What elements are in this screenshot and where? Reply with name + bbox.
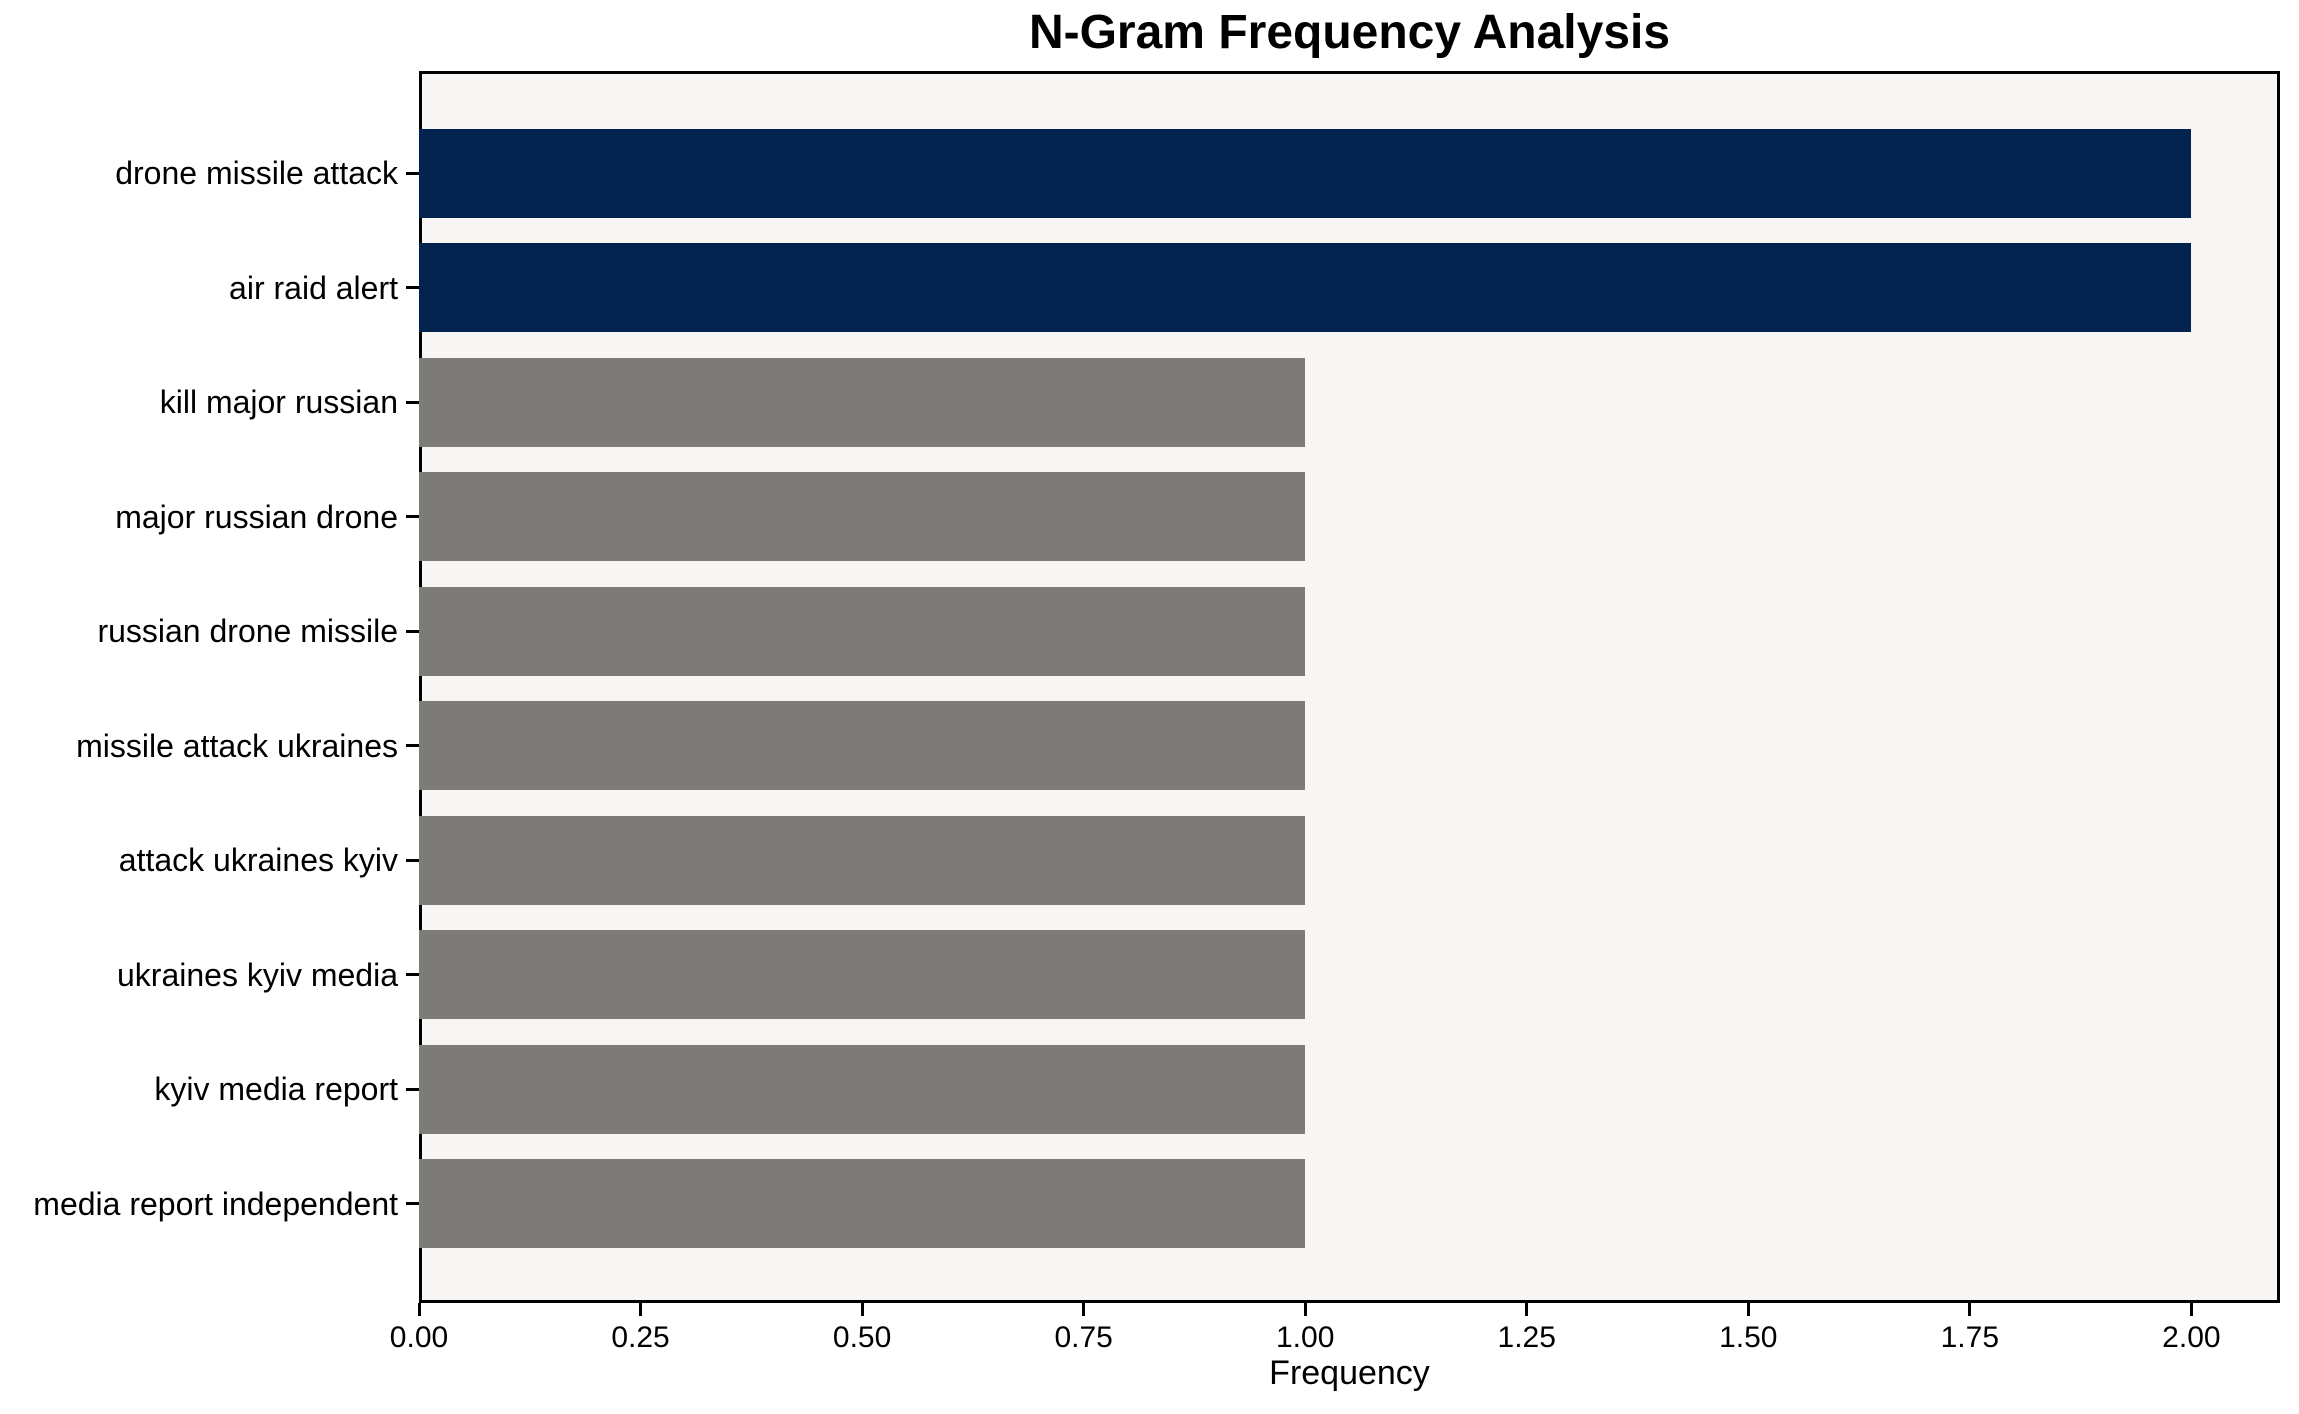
y-tick-mark (406, 973, 419, 976)
x-tick-mark (860, 1303, 864, 1316)
x-tick-label: 2.00 (2162, 1321, 2221, 1354)
chart-title: N-Gram Frequency Analysis (1028, 6, 1671, 59)
x-tick-mark (1746, 1303, 1750, 1316)
y-tick-label: ukraines kyiv media (117, 956, 398, 993)
y-tick-label: air raid alert (229, 269, 398, 306)
y-tick-mark (406, 1087, 419, 1091)
y-tick-label: kyiv media report (154, 1071, 398, 1107)
y-tick-label: kill major russian (159, 384, 398, 420)
bar (419, 243, 2192, 332)
y-tick-label: attack ukraines kyiv (118, 842, 398, 878)
y-tick-label: russian drone missile (97, 613, 398, 649)
bar (419, 128, 2192, 218)
y-tick-mark (406, 171, 419, 175)
x-tick-label: 0.75 (1054, 1321, 1113, 1354)
y-tick-label: missile attack ukraines (76, 727, 398, 764)
bar (419, 472, 1306, 561)
bar (419, 357, 1306, 447)
bar (419, 1044, 1306, 1134)
y-tick-mark (406, 629, 419, 633)
y-tick-mark (406, 286, 419, 289)
x-tick-mark (1303, 1303, 1307, 1316)
x-tick-label: 0.50 (832, 1321, 892, 1354)
y-tick-label: major russian drone (115, 498, 398, 535)
x-tick-label: 1.00 (1275, 1321, 1335, 1354)
x-tick-label: 1.25 (1497, 1321, 1556, 1354)
bar (419, 930, 1306, 1019)
x-tick-mark (417, 1303, 421, 1316)
x-tick-mark (2189, 1303, 2193, 1316)
bar (419, 586, 1306, 676)
x-tick-label: 0.00 (389, 1321, 449, 1354)
bar (419, 1159, 1306, 1248)
x-tick-mark (639, 1303, 643, 1316)
x-tick-label: 1.75 (1940, 1321, 2000, 1354)
y-tick-mark (406, 1202, 419, 1205)
x-tick-mark (1082, 1303, 1086, 1316)
y-tick-mark (406, 515, 419, 518)
x-tick-mark (1968, 1303, 1972, 1316)
y-tick-mark (406, 400, 419, 404)
y-tick-mark (406, 744, 419, 747)
x-tick-label: 0.25 (611, 1321, 670, 1354)
x-axis-label: Frequency (1269, 1354, 1430, 1392)
bar (419, 701, 1306, 790)
x-tick-label: 1.50 (1719, 1321, 1778, 1354)
y-tick-label: drone missile attack (115, 155, 398, 191)
y-tick-mark (406, 858, 419, 862)
x-tick-mark (1525, 1303, 1529, 1316)
bar (419, 815, 1306, 905)
y-tick-label: media report independent (33, 1185, 398, 1222)
